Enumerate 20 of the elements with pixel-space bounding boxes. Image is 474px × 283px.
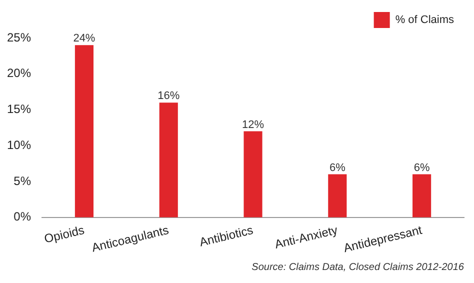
bar — [328, 174, 347, 218]
x-tick-label: Antibiotics — [198, 222, 254, 250]
x-tick-label: Opioids — [42, 222, 86, 246]
data-label: 6% — [414, 162, 430, 174]
bar — [244, 131, 262, 218]
bar — [74, 45, 94, 218]
y-tick-label: 20% — [6, 66, 32, 80]
data-label: 24% — [73, 32, 96, 45]
legend-label: % of Claims — [395, 14, 454, 26]
y-tick-label: 15% — [6, 102, 32, 116]
data-label: 16% — [158, 90, 180, 102]
bar — [159, 102, 178, 218]
bar — [412, 174, 432, 218]
y-tick-label: 5% — [14, 174, 32, 188]
y-tick-label: 10% — [6, 138, 32, 152]
y-tick-label: 25% — [6, 30, 32, 44]
data-label: 12% — [242, 118, 264, 131]
y-tick-label: 0% — [14, 210, 32, 224]
source-note: Source: Claims Data, Closed Claims 2012-2016 — [250, 262, 464, 273]
data-label: 6% — [329, 162, 346, 174]
